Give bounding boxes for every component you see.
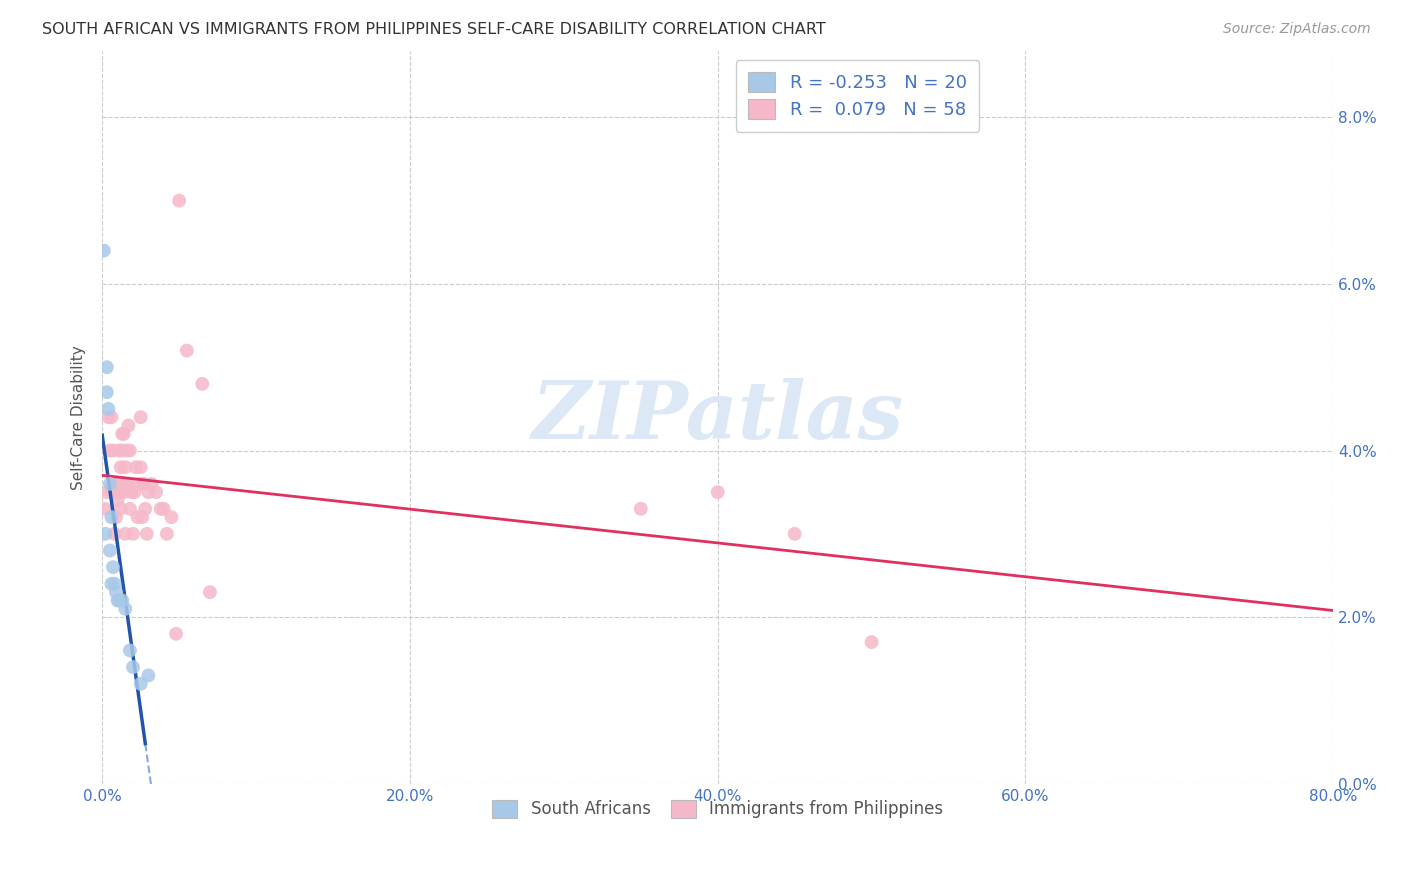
Point <box>101 443 124 458</box>
Point <box>110 460 132 475</box>
Point <box>100 576 122 591</box>
Point <box>860 635 883 649</box>
Point <box>129 460 152 475</box>
Point <box>122 660 145 674</box>
Point <box>108 593 131 607</box>
Point <box>108 485 131 500</box>
Point <box>98 476 121 491</box>
Point <box>101 560 124 574</box>
Point <box>128 476 150 491</box>
Point <box>105 585 128 599</box>
Point <box>165 627 187 641</box>
Point <box>167 194 190 208</box>
Point <box>94 501 117 516</box>
Point <box>134 501 156 516</box>
Point <box>97 410 120 425</box>
Point <box>176 343 198 358</box>
Point <box>107 476 129 491</box>
Point <box>107 493 129 508</box>
Point <box>131 510 153 524</box>
Point <box>103 526 125 541</box>
Text: ZIPatlas: ZIPatlas <box>531 378 904 456</box>
Point <box>112 426 135 441</box>
Point <box>156 526 179 541</box>
Point <box>97 401 120 416</box>
Point <box>132 476 155 491</box>
Point <box>96 360 118 375</box>
Point <box>122 526 145 541</box>
Point <box>98 543 121 558</box>
Text: Source: ZipAtlas.com: Source: ZipAtlas.com <box>1223 22 1371 37</box>
Point <box>115 443 138 458</box>
Point <box>120 485 142 500</box>
Point <box>129 410 152 425</box>
Point <box>96 385 118 400</box>
Point <box>94 526 117 541</box>
Point <box>111 593 134 607</box>
Point <box>114 602 136 616</box>
Point <box>100 410 122 425</box>
Point <box>114 460 136 475</box>
Point <box>138 485 160 500</box>
Point <box>100 510 122 524</box>
Point <box>630 501 652 516</box>
Point <box>114 526 136 541</box>
Point <box>118 643 141 657</box>
Text: SOUTH AFRICAN VS IMMIGRANTS FROM PHILIPPINES SELF-CARE DISABILITY CORRELATION CH: SOUTH AFRICAN VS IMMIGRANTS FROM PHILIPP… <box>42 22 825 37</box>
Point <box>141 476 163 491</box>
Point <box>103 576 125 591</box>
Point <box>100 485 122 500</box>
Point <box>111 443 134 458</box>
Point <box>124 485 146 500</box>
Point <box>138 668 160 682</box>
Point <box>115 476 138 491</box>
Point <box>93 244 115 258</box>
Point <box>96 485 118 500</box>
Point <box>191 376 214 391</box>
Point <box>112 485 135 500</box>
Point <box>107 593 129 607</box>
Point <box>103 485 125 500</box>
Point <box>145 485 167 500</box>
Point <box>101 476 124 491</box>
Point <box>117 418 139 433</box>
Legend: South Africans, Immigrants from Philippines: South Africans, Immigrants from Philippi… <box>484 791 952 827</box>
Point <box>110 501 132 516</box>
Point <box>135 526 157 541</box>
Point <box>160 510 183 524</box>
Point <box>706 485 728 500</box>
Point <box>129 677 152 691</box>
Point <box>111 426 134 441</box>
Point <box>118 443 141 458</box>
Point <box>127 510 149 524</box>
Point <box>105 510 128 524</box>
Point <box>118 501 141 516</box>
Y-axis label: Self-Care Disability: Self-Care Disability <box>72 345 86 490</box>
Point <box>149 501 172 516</box>
Point <box>108 443 131 458</box>
Point <box>783 526 806 541</box>
Point <box>125 460 148 475</box>
Point <box>152 501 174 516</box>
Point <box>117 476 139 491</box>
Point <box>105 485 128 500</box>
Point <box>98 443 121 458</box>
Point <box>198 585 221 599</box>
